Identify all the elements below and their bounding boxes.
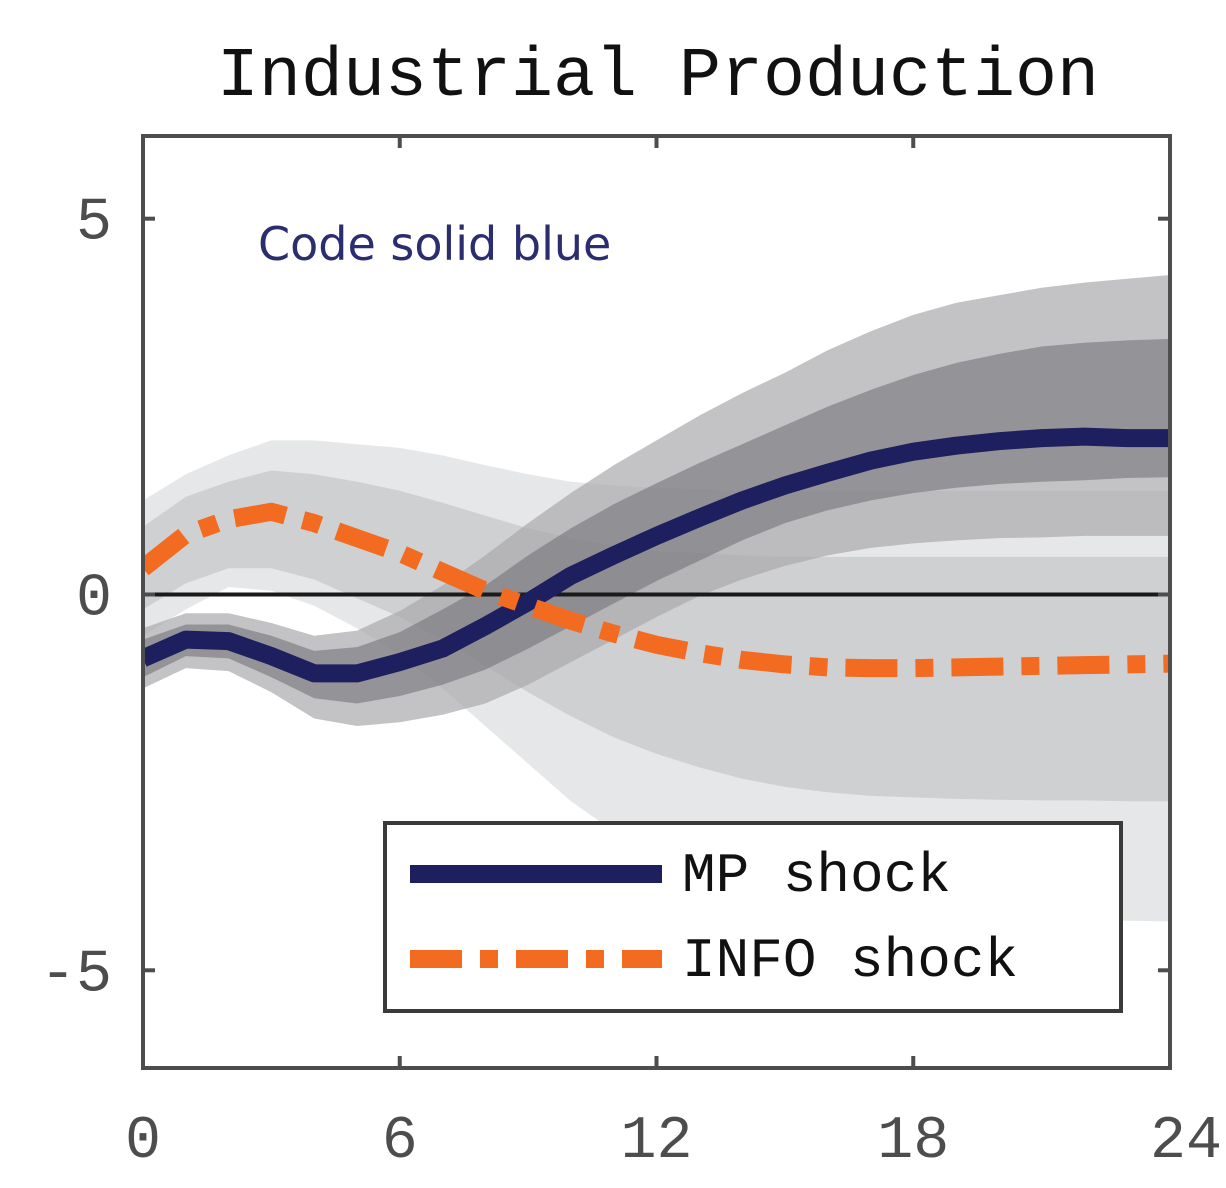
band-info-shock-outer — [143, 440, 1170, 922]
series-line-info-shock — [143, 502, 1170, 678]
legend-label-info-shock: INFO shock — [682, 929, 1018, 993]
y-tick-label: 0 — [76, 565, 112, 633]
band-mp-shock-inner — [143, 338, 1170, 704]
x-tick-label: 0 — [125, 1108, 161, 1176]
axis-ticks — [141, 136, 1172, 1068]
x-tick-label: 24 — [1150, 1108, 1222, 1176]
annotation-text: Code solid blue — [258, 217, 611, 271]
x-tick-label: 6 — [382, 1108, 418, 1176]
legend: MP shock INFO shock — [383, 821, 1123, 1013]
axis-tick-labels: 0 6 12 18 24 5 0 -5 — [40, 190, 1222, 1176]
series-line-mp-shock — [143, 427, 1170, 683]
series-lines — [143, 427, 1170, 683]
confidence-bands — [143, 275, 1170, 922]
y-tick-label: 5 — [76, 190, 112, 258]
chart-title: Industrial Production — [217, 38, 1099, 117]
x-tick-label: 12 — [620, 1108, 692, 1176]
legend-box — [383, 821, 1123, 1013]
y-tick-label: -5 — [40, 941, 112, 1009]
legend-label-mp-shock: MP shock — [682, 844, 951, 908]
x-tick-label: 18 — [877, 1108, 949, 1176]
